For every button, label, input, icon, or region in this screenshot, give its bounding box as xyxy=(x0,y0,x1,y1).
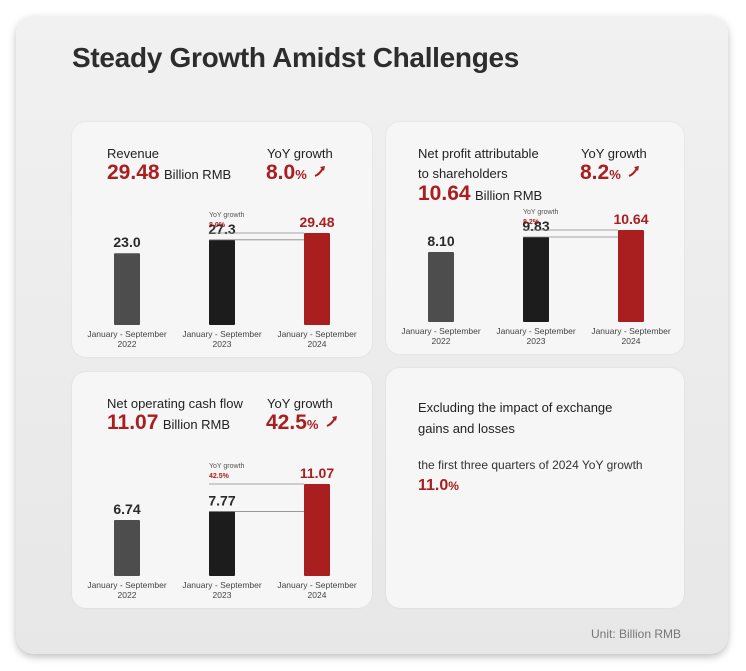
category-label: January - September xyxy=(277,580,357,590)
page-title: Steady Growth Amidst Challenges xyxy=(72,42,520,73)
cash-flow-label: Net operating cash flow xyxy=(107,396,243,411)
category-label: January - September xyxy=(591,326,671,336)
note-text: Excluding the impact of exchange gains an… xyxy=(418,400,613,436)
category-label: 2022 xyxy=(118,590,137,600)
note-subtext: the first three quarters of 2024 YoY gro… xyxy=(418,458,643,472)
revenue-value: 29.48 Billion RMB xyxy=(107,161,232,184)
net-profit-unit: Billion RMB xyxy=(475,188,543,203)
data-label: 8.10 xyxy=(427,233,454,249)
revenue-yoy-label: YoY growth xyxy=(267,146,333,161)
bar xyxy=(304,484,330,576)
net-profit-yoy-value: 8.2% xyxy=(580,161,641,185)
bar xyxy=(209,239,235,325)
data-label: 11.07 xyxy=(300,465,334,481)
bar xyxy=(209,511,235,576)
category-label: January - September xyxy=(401,326,481,336)
revenue-label: Revenue xyxy=(107,146,160,161)
up-right-arrow-icon xyxy=(326,416,337,427)
category-label: 2024 xyxy=(308,339,327,349)
data-label: 10.64 xyxy=(613,211,648,227)
category-label: January - September xyxy=(277,329,357,339)
category-label: 2023 xyxy=(527,336,546,346)
category-label: 2022 xyxy=(432,336,451,346)
unit-footer: Unit: Billion RMB xyxy=(591,627,682,641)
bar xyxy=(114,253,140,325)
cash-flow-value: 11.07 Billion RMB xyxy=(107,411,231,434)
small-yoy-label: YoY growth xyxy=(209,212,245,219)
cash-flow-unit: Billion RMB xyxy=(162,417,231,432)
category-label: 2023 xyxy=(213,590,232,600)
small-yoy-label: YoY growth xyxy=(523,209,559,216)
data-label: 29.48 xyxy=(299,214,334,230)
small-yoy-value: 8.2% xyxy=(523,219,540,226)
category-label: 2023 xyxy=(213,339,232,349)
cash-flow-yoy-label: YoY growth xyxy=(267,396,333,411)
category-label: January - September xyxy=(496,326,576,336)
category-label: 2024 xyxy=(622,336,641,346)
data-label: 6.74 xyxy=(113,501,140,517)
net-profit-label: Net profit attributable to shareholders xyxy=(418,146,539,181)
bar xyxy=(428,251,454,322)
note-card xyxy=(386,368,684,608)
category-label: January - September xyxy=(87,580,167,590)
category-label: January - September xyxy=(87,329,167,339)
category-label: January - September xyxy=(182,329,262,339)
data-label: 7.77 xyxy=(208,492,235,508)
bar xyxy=(618,230,644,322)
note-growth-value: 11.0% xyxy=(418,477,459,494)
net-profit-yoy-label: YoY growth xyxy=(581,146,647,161)
up-right-arrow-icon xyxy=(314,166,326,177)
small-yoy-value: 8.0% xyxy=(209,222,226,229)
category-label: January - September xyxy=(182,580,262,590)
small-yoy-value: 42.5% xyxy=(209,473,230,480)
category-label: 2022 xyxy=(118,339,137,349)
cash-flow-yoy-value: 42.5% xyxy=(266,411,339,435)
category-label: 2024 xyxy=(308,590,327,600)
bar xyxy=(523,237,549,322)
up-right-arrow-icon xyxy=(628,166,640,177)
data-label: 23.0 xyxy=(113,234,140,250)
small-yoy-label: YoY growth xyxy=(209,463,245,470)
bar xyxy=(304,233,330,325)
bar xyxy=(114,519,140,576)
net-profit-value: 10.64 Billion RMB xyxy=(418,182,543,205)
revenue-unit: Billion RMB xyxy=(164,167,232,182)
revenue-yoy-value: 8.0% xyxy=(266,161,327,185)
